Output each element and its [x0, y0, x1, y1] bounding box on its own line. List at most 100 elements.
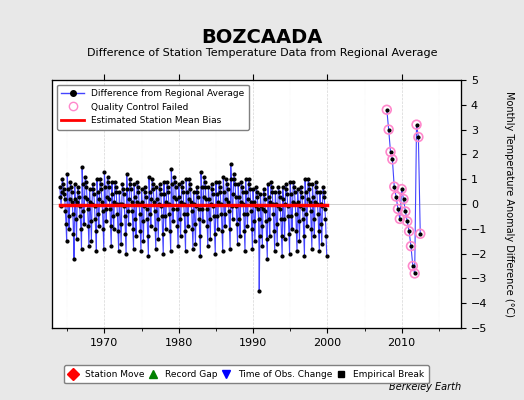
Point — [201, 184, 210, 190]
Point — [297, 188, 305, 195]
Point — [308, 246, 316, 252]
Point — [386, 149, 395, 155]
Point — [208, 186, 216, 192]
Point — [84, 223, 93, 230]
Point — [212, 191, 221, 197]
Point — [141, 193, 150, 200]
Point — [96, 181, 105, 187]
Point — [56, 184, 64, 190]
Point — [140, 203, 148, 210]
Point — [119, 186, 127, 192]
Point — [68, 198, 77, 205]
Point — [259, 206, 267, 212]
Point — [242, 188, 250, 195]
Point — [189, 246, 197, 252]
Point — [199, 193, 208, 200]
Point — [385, 126, 393, 133]
Point — [110, 198, 118, 205]
Point — [131, 216, 139, 222]
Point — [288, 226, 296, 232]
Point — [150, 198, 158, 205]
Point — [181, 228, 189, 234]
Point — [134, 184, 142, 190]
Point — [300, 233, 308, 240]
Point — [311, 178, 320, 185]
Point — [211, 250, 220, 257]
Point — [403, 218, 411, 224]
Point — [306, 198, 314, 205]
Point — [311, 198, 319, 205]
Point — [177, 233, 185, 240]
Y-axis label: Monthly Temperature Anomaly Difference (°C): Monthly Temperature Anomaly Difference (… — [504, 91, 514, 317]
Point — [69, 211, 77, 217]
Point — [398, 186, 406, 192]
Point — [310, 233, 319, 240]
Point — [116, 221, 125, 227]
Point — [410, 270, 419, 277]
Point — [56, 193, 64, 200]
Point — [182, 176, 190, 182]
Point — [239, 201, 247, 207]
Point — [96, 176, 104, 182]
Point — [187, 186, 195, 192]
Point — [166, 228, 174, 234]
Point — [94, 211, 102, 217]
Point — [390, 184, 398, 190]
Point — [388, 156, 397, 162]
Point — [217, 211, 226, 217]
Point — [82, 184, 91, 190]
Point — [106, 206, 114, 212]
Point — [207, 201, 215, 207]
Point — [299, 216, 308, 222]
Point — [286, 250, 294, 257]
Point — [201, 178, 209, 185]
Point — [304, 176, 312, 182]
Point — [62, 221, 70, 227]
Point — [93, 188, 102, 195]
Point — [149, 186, 158, 192]
Point — [159, 250, 168, 257]
Point — [221, 211, 229, 217]
Point — [170, 174, 179, 180]
Point — [148, 181, 157, 187]
Point — [102, 218, 111, 224]
Point — [209, 191, 217, 197]
Point — [102, 206, 110, 212]
Point — [296, 203, 304, 210]
Point — [171, 184, 180, 190]
Point — [125, 196, 134, 202]
Point — [72, 236, 81, 242]
Point — [401, 208, 410, 215]
Point — [71, 181, 79, 187]
Point — [99, 208, 107, 215]
Point — [184, 223, 192, 230]
Point — [108, 191, 117, 197]
Point — [312, 184, 320, 190]
Point — [67, 184, 75, 190]
Text: Difference of Station Temperature Data from Regional Average: Difference of Station Temperature Data f… — [87, 48, 437, 58]
Point — [200, 174, 209, 180]
Point — [241, 248, 249, 254]
Point — [392, 193, 400, 200]
Point — [89, 181, 97, 187]
Point — [92, 228, 100, 234]
Point — [146, 211, 155, 217]
Point — [277, 233, 286, 240]
Point — [222, 176, 231, 182]
Point — [64, 186, 72, 192]
Point — [156, 186, 165, 192]
Point — [209, 203, 217, 210]
Point — [199, 218, 207, 224]
Point — [157, 191, 165, 197]
Point — [223, 181, 231, 187]
Point — [205, 196, 213, 202]
Point — [248, 246, 257, 252]
Point — [218, 228, 226, 234]
Point — [78, 246, 86, 252]
Point — [129, 246, 138, 252]
Point — [392, 193, 400, 200]
Point — [294, 198, 302, 205]
Point — [75, 193, 83, 200]
Point — [214, 226, 222, 232]
Point — [399, 196, 408, 202]
